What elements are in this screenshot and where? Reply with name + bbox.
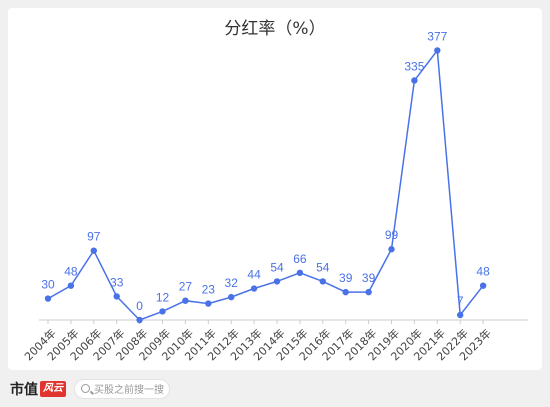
data-label: 44 <box>247 268 261 282</box>
data-label: 48 <box>476 265 490 279</box>
chart-title: 分红率（%） <box>224 19 325 39</box>
data-label: 335 <box>404 59 424 73</box>
data-point <box>90 247 98 254</box>
data-label: 33 <box>110 275 124 289</box>
data-point <box>67 282 75 289</box>
data-point <box>205 300 212 307</box>
data-label: 377 <box>427 29 447 43</box>
data-label: 12 <box>156 290 170 304</box>
search-box[interactable]: 买股之前搜一搜 <box>74 378 170 399</box>
data-label: 39 <box>362 271 376 285</box>
data-point <box>319 278 326 285</box>
data-label: 30 <box>41 278 55 292</box>
data-label: 97 <box>87 230 101 244</box>
data-label: 99 <box>385 228 399 242</box>
data-point <box>159 308 166 315</box>
data-label: 39 <box>339 271 353 285</box>
data-point <box>44 295 52 302</box>
data-label: 54 <box>270 260 284 274</box>
brand-tag: 风云 <box>40 380 66 397</box>
brand-logo: 市值 风云 <box>10 379 66 399</box>
data-point <box>182 297 189 304</box>
chart-card: 分红率（%） 30 48 97 33 0 12 27 23 32 44 54 66 54 39 39 99 33… <box>8 8 542 370</box>
data-point <box>457 311 464 319</box>
data-point <box>250 285 258 292</box>
data-label: 54 <box>316 260 330 274</box>
line-chart: 分红率（%） 30 48 97 33 0 12 27 23 32 44 54 66 54 39 39 99 33… <box>21 19 528 363</box>
data-label: 7 <box>457 294 464 308</box>
data-point <box>273 278 281 285</box>
footer-bar: 市值 风云 买股之前搜一搜 <box>0 370 550 407</box>
data-point <box>434 47 441 54</box>
search-placeholder: 买股之前搜一搜 <box>94 385 164 396</box>
data-point <box>365 288 372 296</box>
data-point <box>411 77 418 84</box>
data-label: 32 <box>225 276 239 290</box>
data-label: 0 <box>136 299 143 313</box>
data-point <box>342 288 349 296</box>
series-line <box>47 48 484 321</box>
data-point <box>388 246 395 253</box>
data-label: 48 <box>64 265 78 279</box>
search-icon <box>81 384 90 393</box>
data-point <box>479 282 487 289</box>
data-label: 27 <box>179 280 193 294</box>
data-point <box>296 269 304 277</box>
data-point <box>228 293 235 301</box>
data-point <box>113 293 120 300</box>
data-point <box>136 316 143 324</box>
brand-name: 市值 <box>10 381 38 398</box>
data-label: 23 <box>202 283 216 297</box>
data-label: 66 <box>293 252 307 266</box>
